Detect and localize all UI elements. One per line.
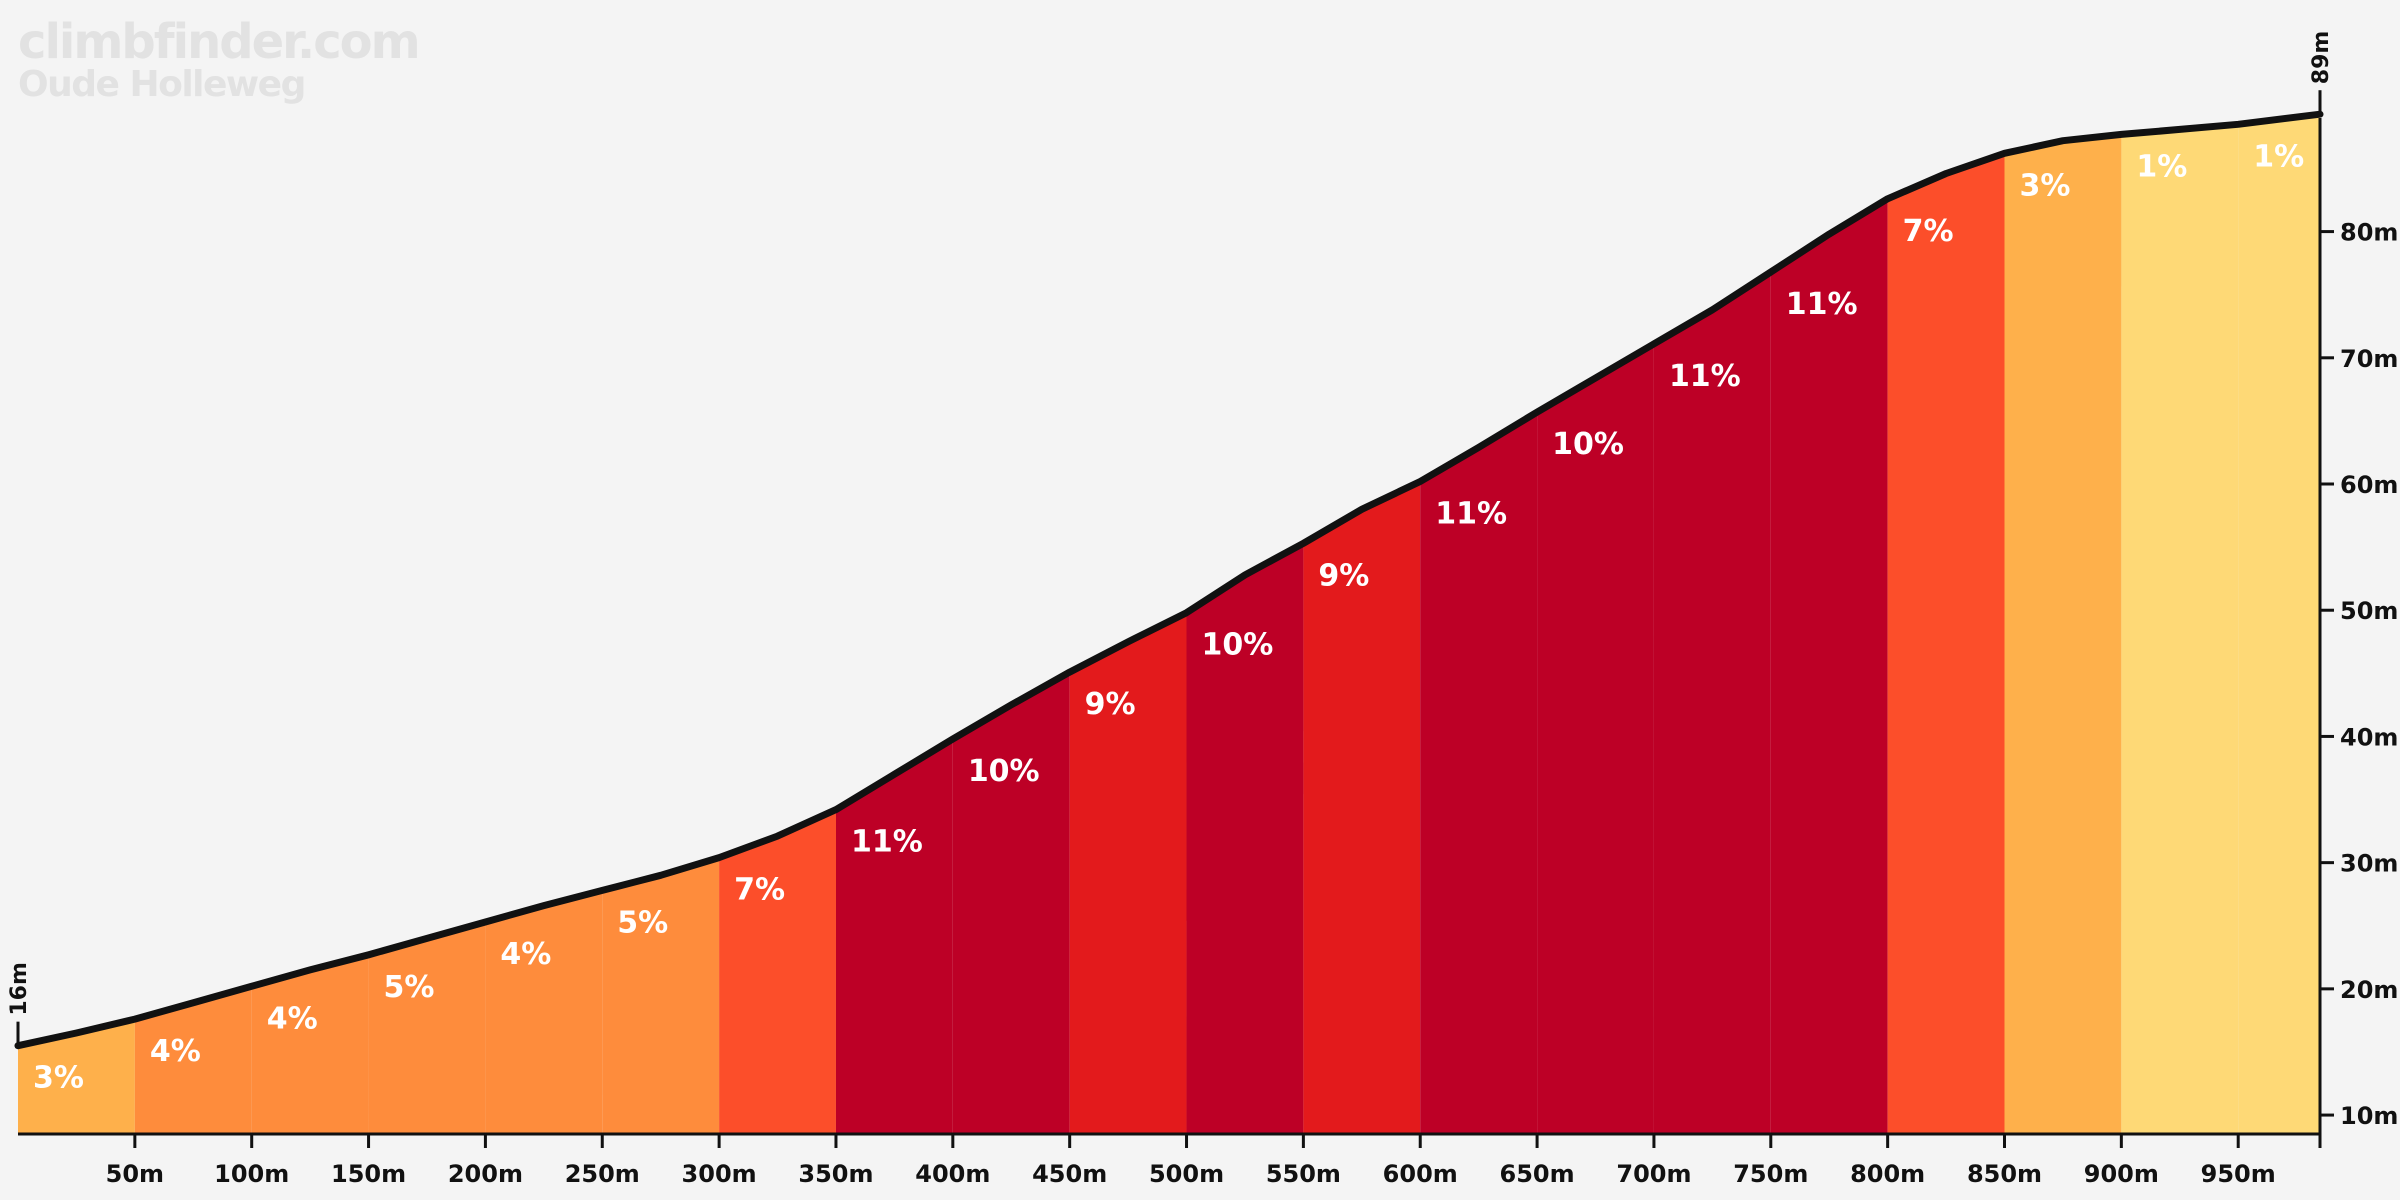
gradient-label-15: 11% — [1786, 287, 1858, 322]
x-tick-label-2: 150m — [331, 1160, 406, 1188]
gradient-segment-8 — [952, 672, 1070, 1134]
gradient-label-13: 10% — [1552, 427, 1624, 462]
profile-line — [14, 110, 2324, 1050]
y-tick-label-6: 70m — [2340, 345, 2398, 373]
gradient-label-17: 3% — [2019, 168, 2070, 203]
gradient-segment-12 — [1420, 412, 1538, 1135]
gradient-segment-11 — [1303, 481, 1421, 1134]
y-tick-label-1: 20m — [2340, 976, 2398, 1004]
x-tick-label-15: 800m — [1850, 1160, 1925, 1188]
gradient-segment-14 — [1653, 272, 1771, 1134]
gradient-label-9: 9% — [1085, 687, 1136, 722]
gradient-segment-10 — [1186, 543, 1304, 1134]
x-tick-label-7: 400m — [915, 1160, 990, 1188]
gradient-label-4: 4% — [500, 937, 551, 972]
x-tick-label-13: 700m — [1616, 1160, 1691, 1188]
start-elevation-label: 16m — [7, 962, 32, 1016]
gradient-segment-4 — [485, 890, 603, 1134]
gradient-label-16: 7% — [1903, 214, 1954, 249]
y-axis: 10m 20m 30m 40m 50m 60m 70m 80m — [2318, 118, 2398, 1134]
gradient-label-2: 4% — [267, 1001, 318, 1036]
x-tick-label-16: 850m — [1967, 1160, 2042, 1188]
x-tick-label-17: 900m — [2084, 1160, 2159, 1188]
y-tick-label-3: 40m — [2340, 723, 2398, 751]
y-tick-label-0: 10m — [2340, 1102, 2398, 1130]
gradient-label-5: 5% — [617, 905, 668, 940]
gradient-label-3: 5% — [384, 970, 435, 1005]
gradient-segment-5 — [602, 857, 720, 1134]
x-tick-label-12: 650m — [1500, 1160, 1575, 1188]
endpoint-markers: 16m 89m — [7, 31, 2334, 1046]
gradient-label-6: 7% — [734, 873, 785, 908]
gradient-segment-15 — [1770, 198, 1888, 1135]
x-tick-label-0: 50m — [106, 1160, 164, 1188]
x-tick-label-6: 350m — [798, 1160, 873, 1188]
y-tick-label-7: 80m — [2340, 219, 2398, 247]
gradient-label-12: 11% — [1435, 496, 1507, 531]
x-tick-label-1: 100m — [214, 1160, 289, 1188]
gradient-segment-19 — [2238, 114, 2320, 1134]
x-tick-label-4: 250m — [565, 1160, 640, 1188]
gradient-segment-17 — [2004, 134, 2122, 1134]
gradient-segment-13 — [1537, 343, 1654, 1134]
gradient-segment-3 — [368, 922, 486, 1134]
gradient-segment-2 — [251, 954, 369, 1134]
x-tick-label-3: 200m — [448, 1160, 523, 1188]
gradient-label-11: 9% — [1318, 558, 1369, 593]
gradient-label-7: 11% — [851, 825, 923, 860]
gradient-segment-0 — [18, 1019, 135, 1134]
gradient-label-14: 11% — [1669, 359, 1741, 394]
x-tick-label-11: 600m — [1383, 1160, 1458, 1188]
x-tick-label-10: 550m — [1266, 1160, 1341, 1188]
gradient-segment-7 — [835, 739, 953, 1134]
x-axis: 50m 100m 150m 200m 250m 300m 350m 400m 450m 500m 5… — [18, 1132, 2322, 1188]
x-tick-label-9: 500m — [1149, 1160, 1224, 1188]
gradient-label-18: 1% — [2136, 149, 2187, 184]
x-tick-label-18: 950m — [2201, 1160, 2276, 1188]
gradient-label-10: 10% — [1202, 628, 1274, 663]
x-tick-label-5: 300m — [682, 1160, 757, 1188]
watermark-site: climbfinder.com — [18, 14, 421, 70]
end-elevation-label: 89m — [2309, 31, 2334, 85]
y-tick-label-5: 60m — [2340, 471, 2398, 499]
gradient-segment-16 — [1887, 153, 2005, 1135]
gradient-label-0: 3% — [33, 1061, 84, 1096]
x-tick-label-14: 750m — [1733, 1160, 1808, 1188]
y-tick-label-2: 30m — [2340, 850, 2398, 878]
gradient-segment-9 — [1069, 612, 1187, 1134]
gradient-label-8: 10% — [968, 754, 1040, 789]
y-tick-label-4: 50m — [2340, 597, 2398, 625]
gradient-segment-18 — [2121, 124, 2239, 1135]
x-tick-label-8: 450m — [1032, 1160, 1107, 1188]
gradient-labels: 3% 4% 4% 5% 4% 5% 7% 11% 10% 9% 10% 9% 11% 10% 11% 11% 7… — [33, 139, 2304, 1095]
watermark-climb-name: Oude Holleweg — [18, 64, 306, 105]
profile-line-group — [14, 110, 2324, 1050]
gradient-segments — [18, 114, 2320, 1135]
gradient-segment-6 — [719, 809, 836, 1134]
gradient-segment-1 — [134, 986, 252, 1134]
gradient-label-1: 4% — [150, 1034, 201, 1069]
gradient-label-19: 1% — [2253, 139, 2304, 174]
